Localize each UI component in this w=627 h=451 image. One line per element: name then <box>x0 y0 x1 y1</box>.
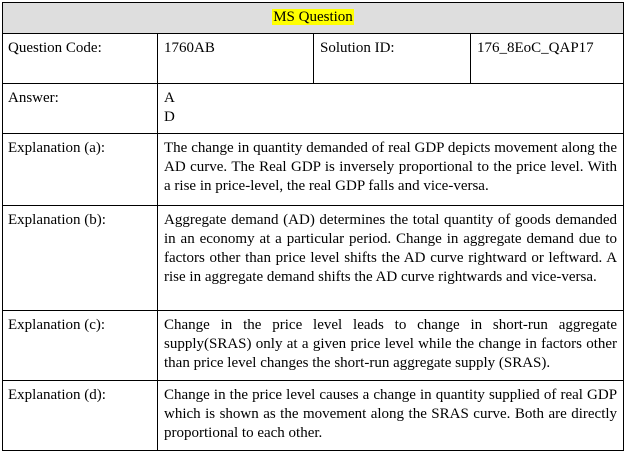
explanation-label: Explanation (c): <box>2 310 158 381</box>
answer-line: A <box>164 90 175 106</box>
explanation-label: Explanation (b): <box>2 205 158 311</box>
title-row: MS Question <box>1 2 625 34</box>
explanation-row-d: Explanation (d): Change in the price lev… <box>2 380 625 451</box>
solution-id-label: Solution ID: <box>313 33 471 84</box>
explanation-text: Aggregate demand (AD) determines the tot… <box>156 205 625 311</box>
explanation-row-a: Explanation (a): The change in quantity … <box>2 133 625 206</box>
explanation-row-c: Explanation (c): Change in the price lev… <box>2 310 625 381</box>
explanation-label: Explanation (a): <box>2 133 158 206</box>
explanation-text: Change in the price level leads to chang… <box>156 310 625 381</box>
explanation-text: Change in the price level causes a chang… <box>156 380 625 451</box>
question-code-label: Question Code: <box>2 33 158 84</box>
explanation-label: Explanation (d): <box>2 380 158 451</box>
question-code-value: 1760AB <box>157 33 314 84</box>
explanation-text: The change in quantity demanded of real … <box>156 133 625 206</box>
explanation-row-b: Explanation (b): Aggregate demand (AD) d… <box>2 205 625 311</box>
answer-label: Answer: <box>2 83 158 134</box>
answer-row: Answer: A D <box>2 83 625 134</box>
title-cell: MS Question <box>1 2 625 34</box>
answer-line: D <box>164 109 175 125</box>
page-title: MS Question <box>272 9 354 25</box>
answer-cell: A D <box>156 83 625 134</box>
meta-row: Question Code: 1760AB Solution ID: 176_8… <box>2 33 625 84</box>
solution-id-value: 176_8EoC_QAP17 <box>469 33 625 84</box>
